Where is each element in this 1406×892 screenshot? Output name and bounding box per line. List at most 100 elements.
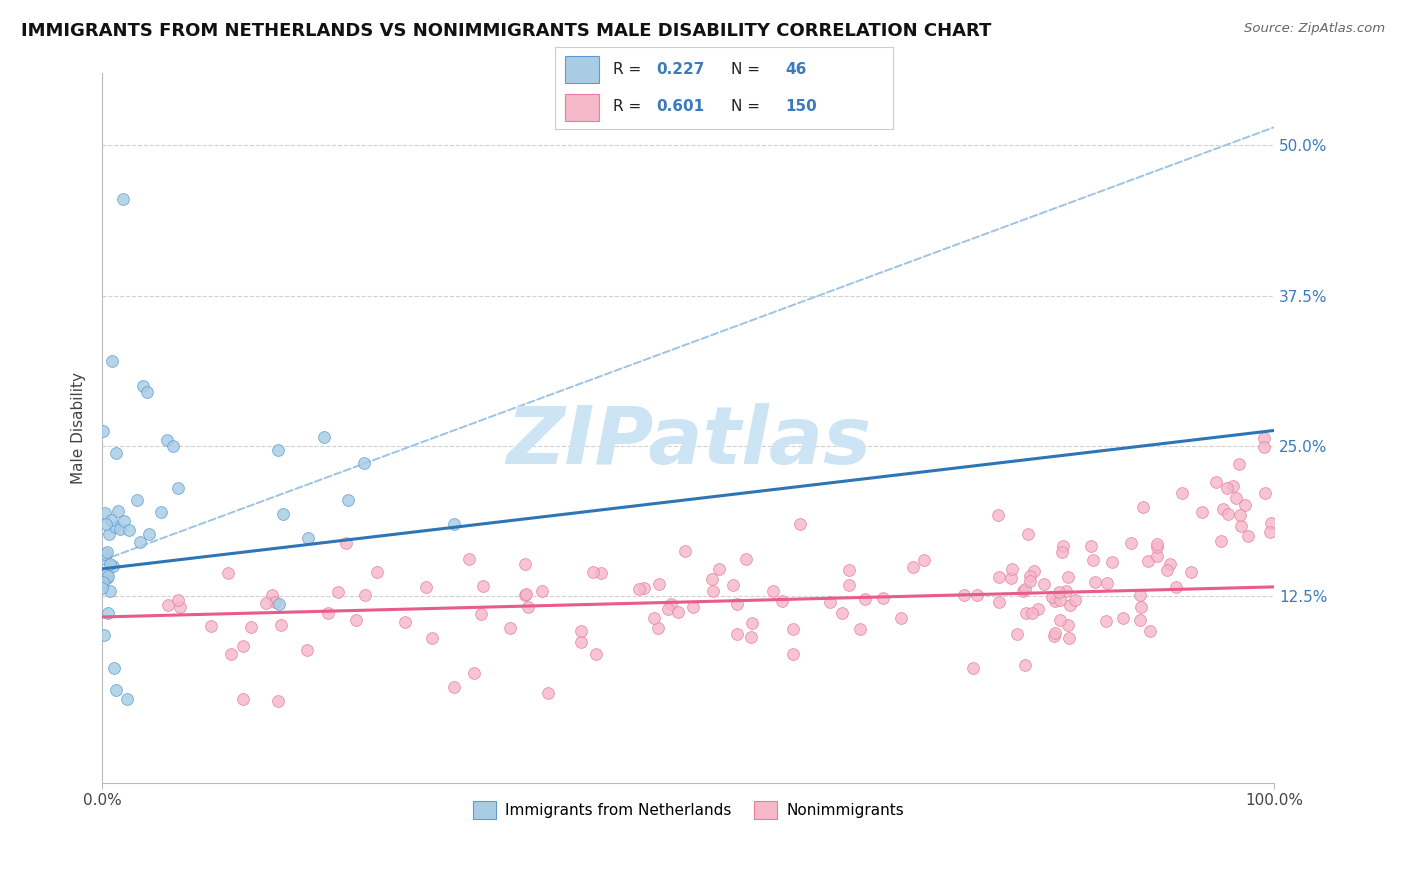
Point <box>1112 611 1135 625</box>
Point <box>643 611 665 625</box>
Point <box>420 632 443 646</box>
Point <box>666 605 689 619</box>
Point <box>1049 592 1071 607</box>
Point <box>707 562 730 576</box>
Text: 46: 46 <box>785 62 806 78</box>
Point <box>702 572 724 586</box>
Point <box>740 631 762 645</box>
Point <box>1084 575 1107 590</box>
Point <box>741 615 763 630</box>
Text: IMMIGRANTS FROM NETHERLANDS VS NONIMMIGRANTS MALE DISABILITY CORRELATION CHART: IMMIGRANTS FROM NETHERLANDS VS NONIMMIGR… <box>21 22 991 40</box>
Point <box>93 547 115 561</box>
Point <box>97 569 120 583</box>
Point <box>167 593 190 607</box>
Point <box>1164 580 1187 594</box>
Point <box>818 594 841 608</box>
Point <box>682 600 704 615</box>
Point <box>127 493 149 508</box>
Text: ZIPatlas: ZIPatlas <box>506 403 870 481</box>
Point <box>1119 536 1142 550</box>
Point <box>1033 577 1056 591</box>
Point <box>169 599 191 614</box>
Point <box>1019 574 1042 588</box>
Point <box>295 642 318 657</box>
Point <box>200 618 222 632</box>
Point <box>569 624 592 639</box>
Point <box>498 621 520 635</box>
Point <box>1021 606 1043 620</box>
Point <box>1253 431 1275 445</box>
Point <box>1225 491 1247 506</box>
Point <box>263 595 285 609</box>
Point <box>789 516 811 531</box>
Text: N =: N = <box>731 99 765 114</box>
Point <box>354 588 377 602</box>
Point <box>94 506 117 520</box>
Point <box>103 661 125 675</box>
Point <box>112 192 135 206</box>
Point <box>91 574 114 589</box>
Point <box>91 424 114 438</box>
Point <box>108 522 131 536</box>
Point <box>1212 502 1234 516</box>
Point <box>96 566 118 581</box>
Point <box>458 552 481 566</box>
Point <box>239 619 262 633</box>
Point <box>1253 440 1275 454</box>
Point <box>1216 481 1239 495</box>
Point <box>953 588 976 602</box>
Point <box>1052 540 1074 554</box>
Point <box>463 666 485 681</box>
Point <box>1001 562 1024 576</box>
Point <box>1081 553 1104 567</box>
Point <box>582 566 605 580</box>
Point <box>318 606 340 620</box>
Point <box>627 582 650 597</box>
Point <box>270 618 292 632</box>
Point <box>987 570 1010 584</box>
Point <box>1129 588 1152 602</box>
Point <box>232 691 254 706</box>
Point <box>1129 613 1152 627</box>
Point <box>98 527 121 541</box>
Point <box>962 661 984 675</box>
Point <box>1159 558 1181 572</box>
Point <box>1054 584 1077 599</box>
Point <box>1014 657 1036 672</box>
Point <box>117 691 139 706</box>
Point <box>328 585 350 599</box>
Point <box>94 552 117 566</box>
Point <box>267 442 290 457</box>
Point <box>1132 500 1154 514</box>
Point <box>647 621 669 635</box>
Point <box>659 597 682 611</box>
Point <box>536 686 558 700</box>
Point <box>271 508 294 522</box>
Point <box>1101 555 1123 569</box>
Point <box>128 535 150 549</box>
Point <box>443 517 465 532</box>
Point <box>890 611 912 625</box>
Point <box>1015 606 1038 620</box>
Point <box>1026 602 1049 616</box>
Point <box>335 536 357 550</box>
Point <box>734 552 756 566</box>
Text: 0.601: 0.601 <box>657 99 704 114</box>
Point <box>1064 592 1087 607</box>
Point <box>132 379 155 393</box>
Point <box>1230 519 1253 533</box>
Point <box>101 559 124 574</box>
Point <box>1136 554 1159 568</box>
Point <box>1052 545 1074 559</box>
Point <box>1237 529 1260 543</box>
Point <box>366 565 388 579</box>
Point <box>721 578 744 592</box>
Point <box>966 588 988 602</box>
Point <box>1017 527 1039 541</box>
Point <box>97 606 120 620</box>
Point <box>987 508 1010 522</box>
Point <box>725 597 748 611</box>
Point <box>104 683 127 698</box>
Point <box>1022 564 1045 578</box>
Point <box>1012 583 1035 598</box>
